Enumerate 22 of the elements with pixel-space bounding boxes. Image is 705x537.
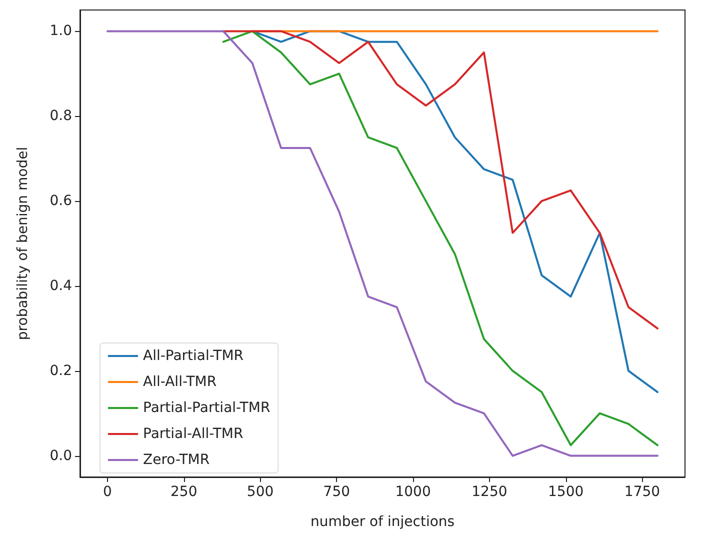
legend-label: Zero-TMR xyxy=(143,452,210,468)
y-tick-label: 1.0 xyxy=(50,23,72,40)
x-tick-label: 500 xyxy=(246,484,274,500)
y-tick-label: 0.2 xyxy=(50,362,72,379)
legend-label: Partial-Partial-TMR xyxy=(143,400,270,416)
y-tick-label: 0.0 xyxy=(50,448,72,464)
x-tick-label: 1250 xyxy=(472,484,508,500)
legend-label: Partial-All-TMR xyxy=(143,426,244,442)
x-tick-label: 250 xyxy=(170,484,198,500)
y-tick-label: 0.8 xyxy=(50,108,72,124)
legend-label: All-All-TMR xyxy=(143,374,217,390)
x-axis-title: number of injections xyxy=(310,514,455,530)
line-series xyxy=(222,30,658,330)
x-tick-label: 1750 xyxy=(624,484,660,500)
y-axis-title: probability of benign model xyxy=(15,146,31,340)
x-tick-label: 750 xyxy=(323,484,350,500)
x-tick-label: 1500 xyxy=(548,484,584,500)
x-tick-label: 0 xyxy=(103,484,112,500)
y-tick-label: 0.6 xyxy=(50,193,72,210)
y-tick-label: 0.4 xyxy=(50,278,72,294)
x-tick-label: 1000 xyxy=(395,484,431,500)
legend-label: All-Partial-TMR xyxy=(143,348,244,364)
